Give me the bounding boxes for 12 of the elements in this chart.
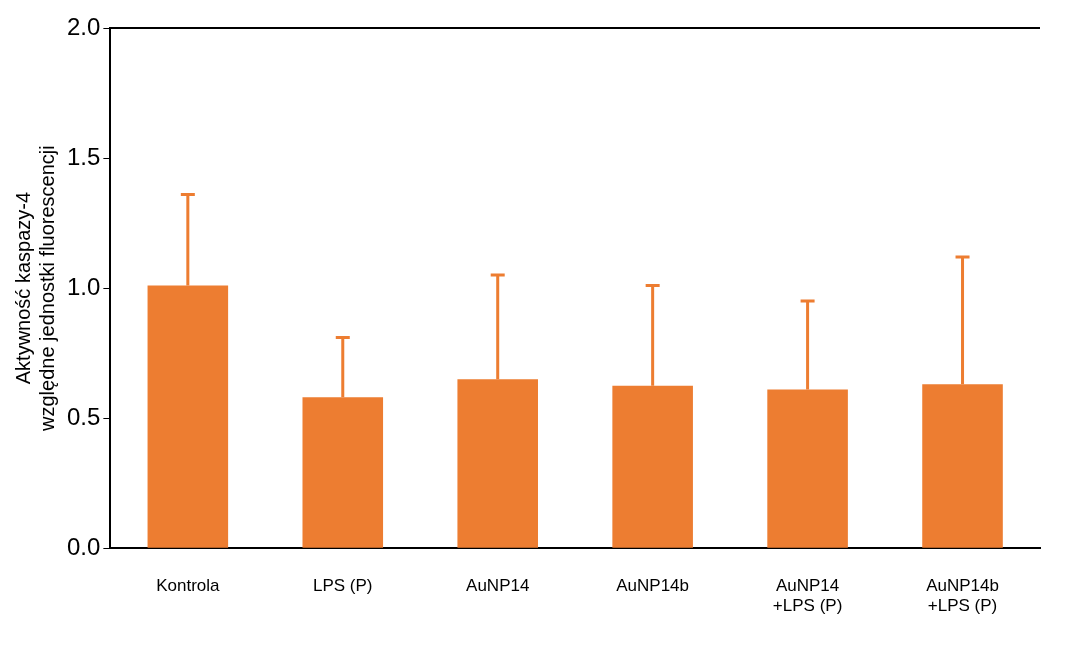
y-axis-title: Aktywność kaspazy-4 względne jednostki fluorescencji (11, 145, 58, 432)
y-tick-label: 1.0 (66, 272, 101, 300)
y-tick-label: 0.0 (66, 532, 101, 560)
x-tick-label: AuNP14 (466, 576, 530, 596)
y-tick-label: 0.5 (66, 402, 101, 430)
x-tick-label: AuNP14b (616, 576, 690, 596)
x-tick-label: LPS (P) (313, 576, 373, 596)
x-tick-label: AuNP14 +LPS (P) (772, 576, 843, 616)
y-tick-label: 1.5 (66, 142, 101, 170)
x-tick-label: AuNP14b +LPS (P) (926, 576, 999, 616)
x-tick-label: Kontrola (156, 576, 221, 596)
y-tick-label: 2.0 (66, 12, 101, 40)
